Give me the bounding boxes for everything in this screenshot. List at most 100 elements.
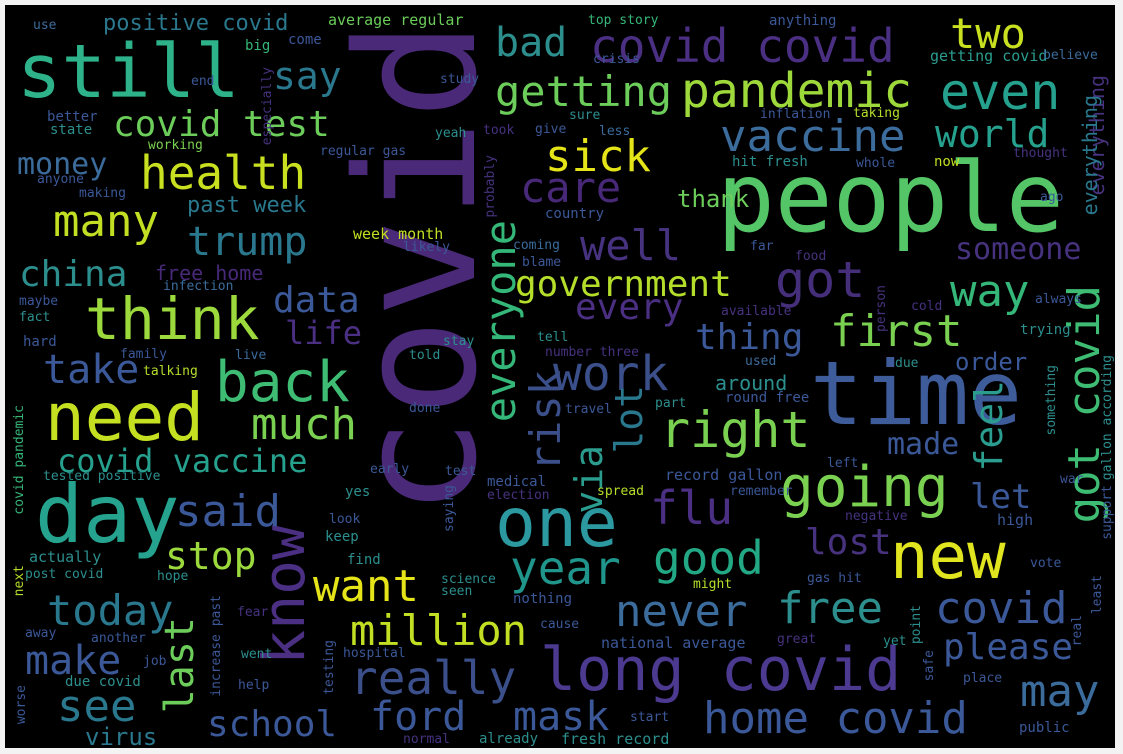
word-two: two bbox=[950, 9, 1026, 58]
word-fact: fact bbox=[19, 310, 51, 325]
word-especially: especially bbox=[260, 67, 275, 146]
word-risk: risk bbox=[521, 370, 570, 472]
word-going: going bbox=[780, 455, 949, 520]
word-many: many bbox=[53, 196, 159, 247]
word-make: make bbox=[25, 638, 122, 684]
word-today: today bbox=[47, 586, 174, 635]
word-week-month: week month bbox=[353, 225, 444, 243]
word-food: food bbox=[795, 249, 827, 264]
word-sure: sure bbox=[569, 108, 601, 123]
word-health: health bbox=[140, 146, 307, 200]
word-school: school bbox=[207, 704, 338, 745]
word-nothing: nothing bbox=[513, 591, 573, 607]
word-hard: hard bbox=[23, 334, 57, 350]
word-order: order bbox=[955, 348, 1028, 376]
word-less: less bbox=[599, 124, 631, 139]
word-average-regular: average regular bbox=[328, 11, 464, 29]
word-find: find bbox=[347, 552, 381, 568]
word-hospital: hospital bbox=[343, 646, 406, 661]
word-saying: saying bbox=[442, 485, 457, 532]
word-anything: anything bbox=[769, 13, 837, 29]
word-covid-vaccine: covid vaccine bbox=[57, 442, 308, 480]
word-need: need bbox=[45, 379, 204, 456]
word-let: let bbox=[970, 477, 1032, 517]
word-went: went bbox=[241, 647, 273, 662]
word-record-gallon: record gallon bbox=[665, 466, 783, 484]
word-fresh-record: fresh record bbox=[561, 730, 670, 748]
word-hit-fresh: hit fresh bbox=[732, 154, 808, 170]
word-data: data bbox=[273, 280, 360, 321]
word-back: back bbox=[215, 350, 350, 415]
word-every: every bbox=[575, 287, 684, 328]
word-china: china bbox=[19, 254, 128, 295]
word-national-average: national average bbox=[601, 634, 746, 652]
word-talking: talking bbox=[143, 364, 198, 379]
word-much: much bbox=[251, 399, 357, 450]
word-infection: infection bbox=[163, 279, 234, 294]
word-well: well bbox=[580, 221, 682, 270]
word-remember: remember bbox=[730, 484, 793, 499]
word-done: done bbox=[409, 401, 441, 416]
word-travel: travel bbox=[565, 402, 612, 417]
word-ago: ago bbox=[1040, 190, 1064, 205]
word-covid-test: covid test bbox=[113, 104, 330, 145]
word-anyone: anyone bbox=[37, 172, 84, 187]
word-early: early bbox=[370, 462, 410, 477]
word-cloud: covid people time still day need new one… bbox=[5, 5, 1115, 748]
word-always: always bbox=[1035, 292, 1082, 307]
word-told: told bbox=[409, 348, 441, 363]
word-already: already bbox=[479, 731, 539, 747]
word-regular-gas: regular gas bbox=[320, 144, 407, 159]
word-lost: lost bbox=[805, 522, 892, 563]
word-covid-covid: covid covid bbox=[590, 19, 895, 73]
word-number-three: number three bbox=[545, 345, 639, 360]
word-even: even bbox=[940, 63, 1061, 121]
word-part: part bbox=[655, 396, 687, 411]
word-tested-positive: tested positive bbox=[43, 469, 161, 484]
word-getting: getting bbox=[495, 67, 673, 116]
word-taking: taking bbox=[853, 106, 900, 121]
word-big: big bbox=[245, 38, 271, 54]
word-never: never bbox=[615, 586, 748, 637]
word-place: safe bbox=[922, 650, 937, 682]
word-someone: someone bbox=[955, 232, 1082, 267]
word-thought: thought bbox=[1013, 146, 1068, 161]
word-crisis: crisis bbox=[593, 52, 640, 67]
word-still: still bbox=[17, 29, 240, 115]
word-vote: vote bbox=[1030, 556, 1062, 571]
word-positive-covid: positive covid bbox=[103, 11, 289, 36]
word-long-covid: long covid bbox=[540, 635, 902, 705]
word-blame: blame bbox=[522, 255, 562, 270]
word-vaccine: vaccine bbox=[720, 111, 906, 162]
word-election: election bbox=[487, 488, 550, 503]
word-way: way bbox=[950, 266, 1030, 317]
word-may: may bbox=[1020, 666, 1100, 717]
word-coming: coming bbox=[513, 238, 560, 253]
word-due-covid: due covid bbox=[65, 674, 141, 690]
word-tell: tell bbox=[537, 330, 569, 345]
word-got: got bbox=[775, 251, 866, 309]
word-world: world bbox=[935, 112, 1050, 156]
word-see: see bbox=[57, 681, 137, 732]
word-fear: fear bbox=[237, 605, 269, 620]
word-support: support bbox=[1100, 485, 1115, 540]
word-trump: trump bbox=[187, 219, 308, 265]
word-free: free bbox=[777, 583, 883, 634]
word-another: another bbox=[91, 631, 146, 646]
word-want: want bbox=[313, 561, 419, 612]
word-real: real bbox=[1070, 615, 1085, 647]
word-yeah: yeah bbox=[435, 126, 467, 141]
word-now: now bbox=[934, 154, 960, 170]
word-public: public bbox=[1019, 720, 1070, 736]
word-thing: thing bbox=[695, 317, 804, 358]
word-yet: yet bbox=[883, 634, 907, 649]
word-day: day bbox=[35, 468, 180, 561]
word-good: good bbox=[653, 531, 764, 585]
word-study: study bbox=[440, 72, 480, 87]
word-thank: thank bbox=[677, 185, 750, 213]
word-time: time bbox=[810, 342, 1022, 445]
word-know: know bbox=[250, 525, 318, 665]
word-made: made bbox=[887, 427, 960, 462]
word-feel: feel bbox=[967, 380, 1011, 472]
word-job: job bbox=[143, 654, 167, 669]
